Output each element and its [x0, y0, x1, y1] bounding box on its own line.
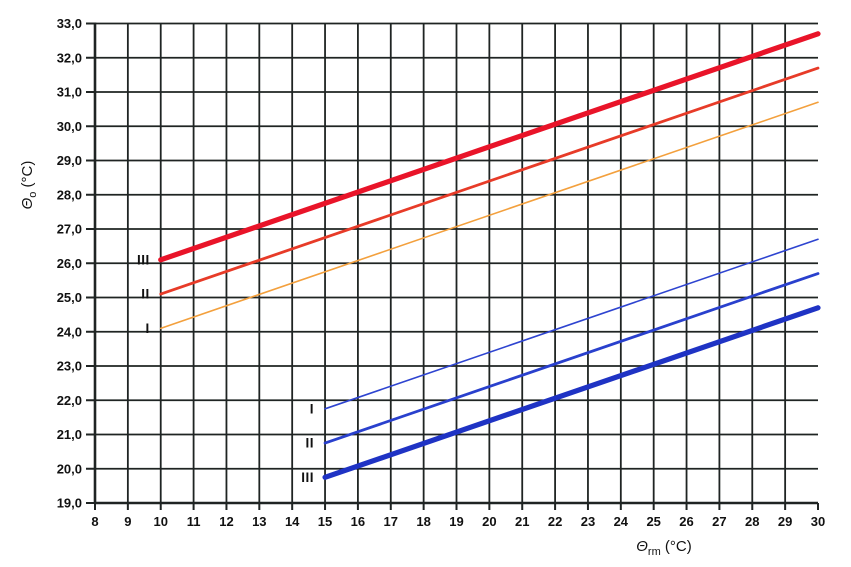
series-label-lower_limit_category_III: III	[301, 470, 314, 485]
y-tick-label: 29,0	[57, 153, 82, 168]
x-axis-title: Θrm (°C)	[636, 538, 692, 558]
y-tick-label: 27,0	[57, 222, 82, 237]
series-line-lower_limit_category_II	[323, 272, 820, 445]
x-tick-label: 8	[91, 514, 98, 529]
x-tick-label: 19	[449, 514, 463, 529]
x-tick-label: 21	[515, 514, 529, 529]
y-tick-label: 22,0	[57, 393, 82, 408]
series-line-upper_limit_category_III	[158, 31, 821, 263]
x-tick-label: 26	[679, 514, 693, 529]
x-tick-label: 29	[778, 514, 792, 529]
series-label-lower_limit_category_I: I	[310, 401, 314, 416]
series-line-upper_limit_category_II	[159, 66, 820, 296]
x-tick-label: 10	[153, 514, 167, 529]
series-line-lower_limit_category_I	[324, 238, 819, 410]
x-tick-label: 24	[614, 514, 629, 529]
x-tick-label: 27	[712, 514, 726, 529]
y-tick-label: 23,0	[57, 359, 82, 374]
y-tick-label: 24,0	[57, 324, 82, 339]
x-tick-label: 15	[318, 514, 332, 529]
y-tick-label: 30,0	[57, 119, 82, 134]
x-tick-label: 16	[351, 514, 365, 529]
x-tick-label: 22	[548, 514, 562, 529]
y-tick-label: 19,0	[57, 496, 82, 511]
y-tick-label: 31,0	[57, 85, 82, 100]
y-tick-label: 20,0	[57, 461, 82, 476]
y-tick-label: 21,0	[57, 427, 82, 442]
x-tick-label: 9	[124, 514, 131, 529]
y-tick-label: 26,0	[57, 256, 82, 271]
series-label-upper_limit_category_II: II	[141, 287, 150, 302]
y-tick-label: 28,0	[57, 187, 82, 202]
series-label-upper_limit_category_III: III	[137, 252, 150, 267]
x-tick-label: 30	[811, 514, 825, 529]
series-label-lower_limit_category_II: II	[306, 436, 315, 451]
x-tick-label: 20	[482, 514, 496, 529]
y-tick-label: 25,0	[57, 290, 82, 305]
series-line-upper_limit_category_I	[159, 101, 819, 330]
x-tick-label: 25	[646, 514, 660, 529]
x-tick-label: 18	[416, 514, 430, 529]
x-tick-label: 14	[285, 514, 300, 529]
x-tick-label: 11	[187, 514, 201, 529]
y-axis-title: Θo (°C)	[19, 161, 39, 210]
series-line-lower_limit_category_III	[322, 305, 821, 480]
x-tick-label: 28	[745, 514, 759, 529]
y-tick-label: 33,0	[57, 16, 82, 31]
x-tick-label: 23	[581, 514, 595, 529]
y-tick-label: 32,0	[57, 50, 82, 65]
series-label-upper_limit_category_I: I	[145, 321, 149, 336]
x-tick-label: 13	[252, 514, 266, 529]
x-tick-label: 17	[384, 514, 398, 529]
x-tick-label: 12	[219, 514, 233, 529]
